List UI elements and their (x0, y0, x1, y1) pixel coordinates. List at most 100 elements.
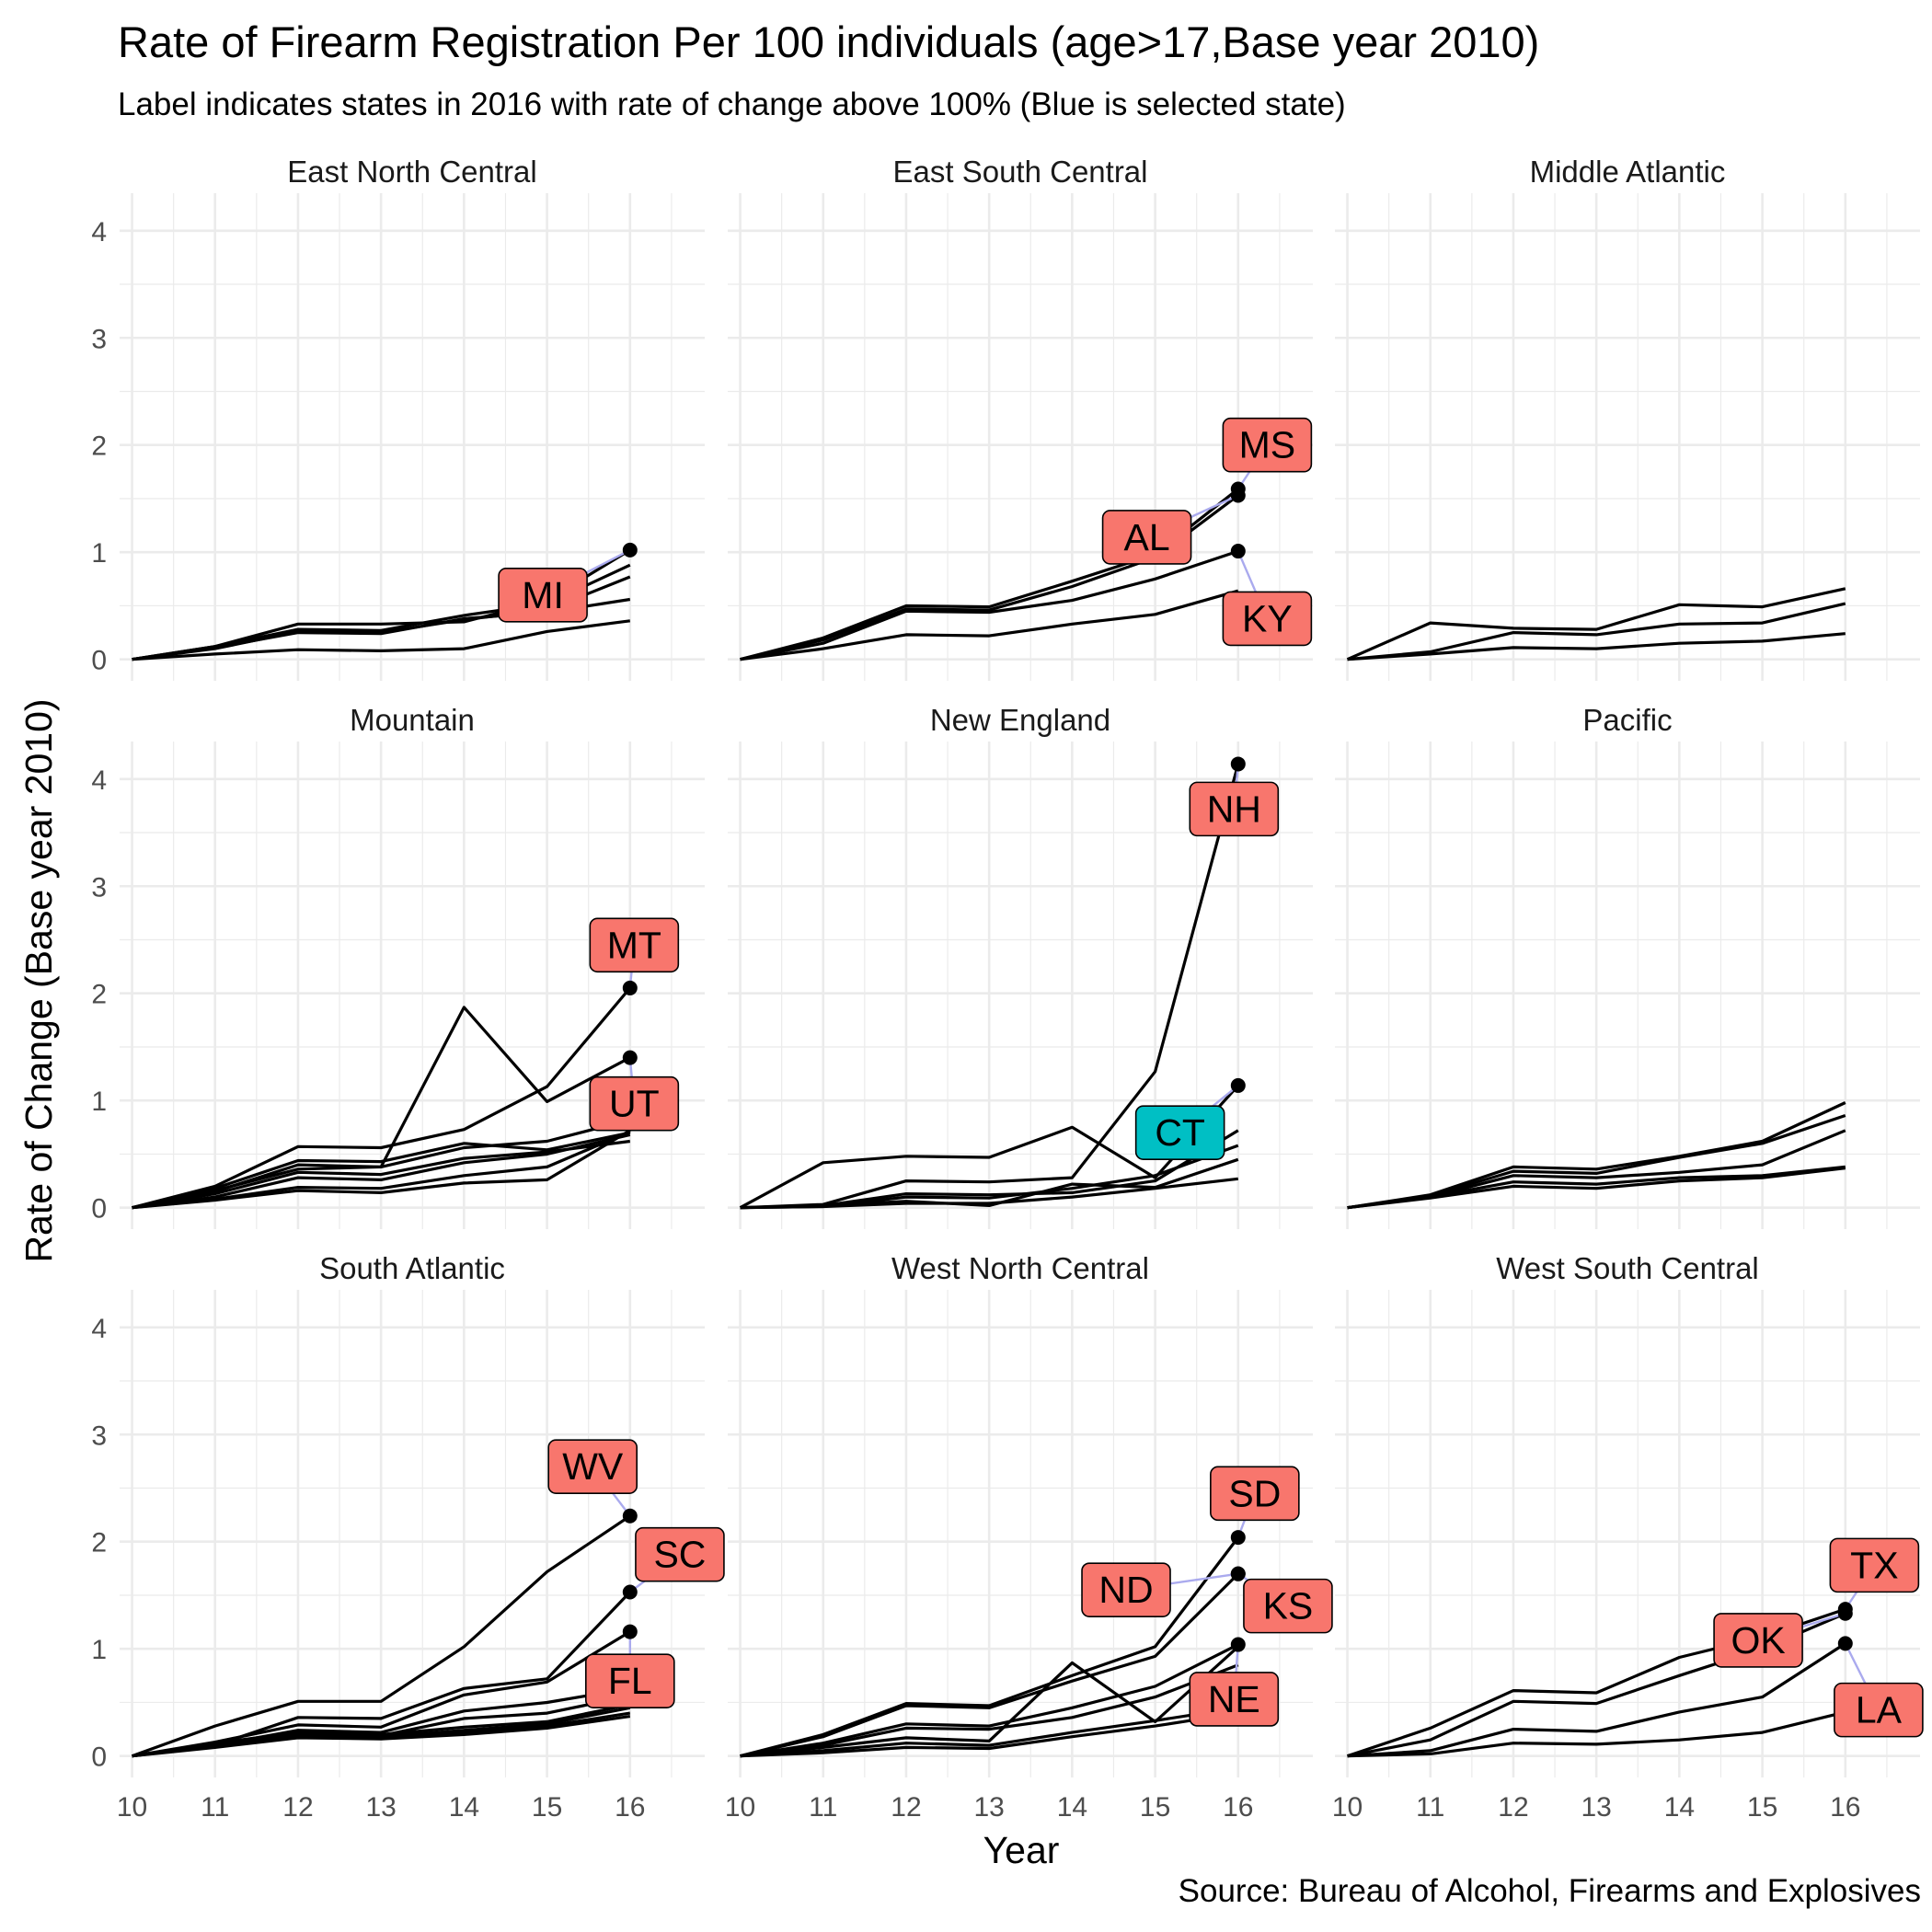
y-tick-label: 4 (91, 765, 107, 796)
series-line (740, 1663, 1239, 1758)
series-line (1347, 1710, 1846, 1758)
y-tick-label: 0 (91, 1194, 107, 1225)
y-tick-label: 2 (91, 980, 107, 1010)
y-tick-label: 1 (91, 1087, 107, 1117)
state-label-box (585, 1653, 675, 1708)
facet-strip-title: South Atlantic (319, 1251, 505, 1285)
series-line (739, 1084, 1239, 1210)
series-line (1347, 632, 1846, 661)
endpoint-dot (1230, 756, 1246, 772)
y-tick-label: 4 (91, 217, 107, 247)
y-tick-label: 2 (91, 1528, 107, 1558)
state-label-box (1081, 1562, 1171, 1617)
state-label-box (498, 568, 588, 623)
state-label-box (1101, 510, 1192, 565)
endpoint-dot (1230, 1566, 1246, 1581)
state-label: NH (1207, 788, 1261, 830)
state-label: KS (1263, 1585, 1314, 1627)
endpoint-dot (622, 1508, 638, 1524)
series-line (740, 1711, 1239, 1758)
state-label: LA (1856, 1689, 1903, 1731)
x-tick-label: 14 (1664, 1792, 1695, 1823)
facet-strip-title: West South Central (1496, 1251, 1759, 1285)
y-tick-label: 4 (91, 1314, 107, 1344)
y-tick-label: 1 (91, 538, 107, 569)
y-tick-label: 3 (91, 872, 107, 903)
endpoint-dot (622, 1050, 638, 1065)
x-tick-label: 13 (973, 1792, 1004, 1823)
y-tick-label: 0 (91, 646, 107, 676)
series-line (132, 1139, 631, 1210)
state-label-box (589, 1075, 680, 1132)
state-label: MI (522, 574, 564, 616)
series-line (132, 1118, 631, 1210)
state-label-box (1243, 1578, 1333, 1634)
x-tick-label: 15 (1140, 1792, 1170, 1823)
x-tick-label: 16 (1223, 1792, 1253, 1823)
series-line (1347, 1642, 1846, 1758)
facet-strip-title: New England (930, 703, 1110, 737)
x-tick-label: 16 (1830, 1792, 1860, 1823)
state-label-box (1189, 1672, 1280, 1727)
chart-caption: Source: Bureau of Alcohol, Firearms and … (1178, 1873, 1921, 1909)
series-line (131, 1514, 631, 1758)
series-line (132, 1133, 631, 1210)
facet-strip-title: East North Central (287, 155, 536, 189)
series-line (740, 1572, 1239, 1758)
state-label: KY (1242, 597, 1293, 639)
series-line (740, 1177, 1238, 1210)
endpoint-dot (1837, 1605, 1853, 1621)
x-tick-label: 10 (725, 1792, 755, 1823)
chart-subtitle: Label indicates states in 2016 with rate… (118, 86, 1346, 122)
state-label-box (1134, 1105, 1225, 1160)
series-line (740, 549, 1239, 661)
series-line (1346, 587, 1846, 661)
y-tick-label: 3 (91, 324, 107, 354)
series-line (740, 589, 1239, 661)
y-tick-label: 2 (91, 431, 107, 462)
x-tick-label: 15 (1747, 1792, 1777, 1823)
y-axis-title: Rate of Change (Base year 2010) (17, 698, 60, 1262)
facet-strip-title: East South Central (893, 155, 1148, 189)
x-tick-label: 12 (1498, 1792, 1528, 1823)
state-label-box (1222, 591, 1313, 647)
state-label: WV (562, 1445, 624, 1488)
chart-title: Rate of Firearm Registration Per 100 ind… (118, 17, 1540, 66)
state-label-box (1210, 1466, 1300, 1522)
state-label: AL (1123, 516, 1169, 558)
state-label-box (1829, 1537, 1920, 1593)
endpoint-dot (622, 1584, 638, 1600)
facet-strip-title: West North Central (891, 1251, 1149, 1285)
series-line (132, 1131, 631, 1210)
endpoint-dot (622, 542, 638, 558)
state-label-box (635, 1526, 725, 1582)
y-tick-label: 0 (91, 1742, 107, 1773)
state-label-box (1222, 417, 1313, 473)
state-label: MT (607, 924, 661, 966)
endpoint-dot (1837, 1636, 1853, 1651)
state-label-box (1189, 781, 1280, 837)
x-tick-label: 14 (1057, 1792, 1087, 1823)
series-line (132, 986, 632, 1210)
state-label-box (1834, 1682, 1924, 1738)
endpoint-dot (1230, 1637, 1246, 1652)
series-line (740, 1706, 1239, 1758)
endpoint-dot (1230, 488, 1246, 503)
state-label-box (589, 917, 680, 973)
state-label: OK (1731, 1619, 1785, 1662)
x-tick-label: 15 (532, 1792, 562, 1823)
endpoint-dot (1230, 544, 1246, 559)
facet-strip-title: Mountain (350, 703, 475, 737)
x-tick-label: 11 (201, 1792, 229, 1823)
x-tick-label: 10 (117, 1792, 147, 1823)
endpoint-dot (1230, 1077, 1246, 1093)
x-tick-label: 13 (1581, 1792, 1611, 1823)
x-tick-label: 12 (282, 1792, 313, 1823)
state-label: CT (1155, 1111, 1205, 1154)
x-tick-label: 10 (1332, 1792, 1363, 1823)
x-tick-label: 16 (615, 1792, 645, 1823)
state-label: FL (608, 1660, 652, 1702)
state-label: NE (1208, 1678, 1260, 1720)
series-line (132, 1715, 631, 1758)
